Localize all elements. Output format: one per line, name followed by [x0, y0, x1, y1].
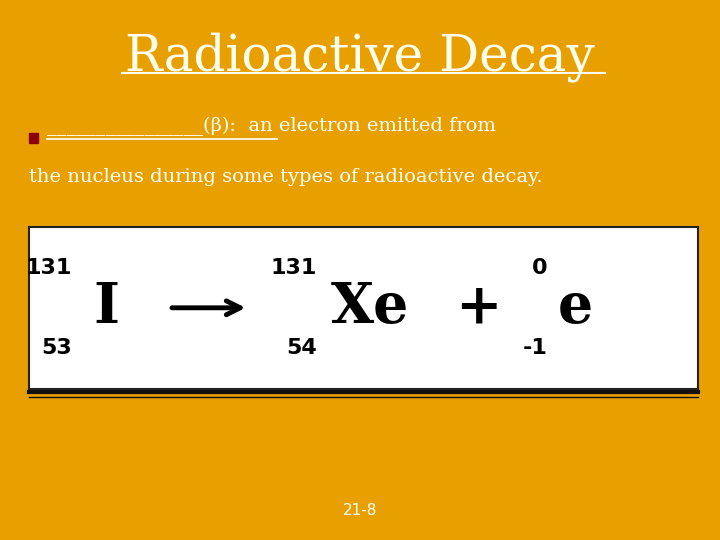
Text: 53: 53 — [41, 338, 72, 357]
Text: Xe: Xe — [331, 280, 410, 335]
Text: 131: 131 — [26, 258, 72, 278]
Text: the nucleus during some types of radioactive decay.: the nucleus during some types of radioac… — [29, 168, 542, 186]
Bar — [29, 133, 38, 143]
Text: 21-8: 21-8 — [343, 503, 377, 518]
Text: 0: 0 — [531, 258, 547, 278]
Text: -1: -1 — [522, 338, 547, 357]
Text: 131: 131 — [271, 258, 317, 278]
Bar — [29, 227, 698, 389]
Text: +: + — [456, 280, 502, 335]
Text: e: e — [558, 280, 593, 335]
Text: ________________(β):  an electron emitted from: ________________(β): an electron emitted… — [47, 117, 495, 136]
Text: 54: 54 — [286, 338, 317, 357]
Text: Radioactive Decay: Radioactive Decay — [125, 32, 595, 83]
Text: I: I — [94, 280, 120, 335]
